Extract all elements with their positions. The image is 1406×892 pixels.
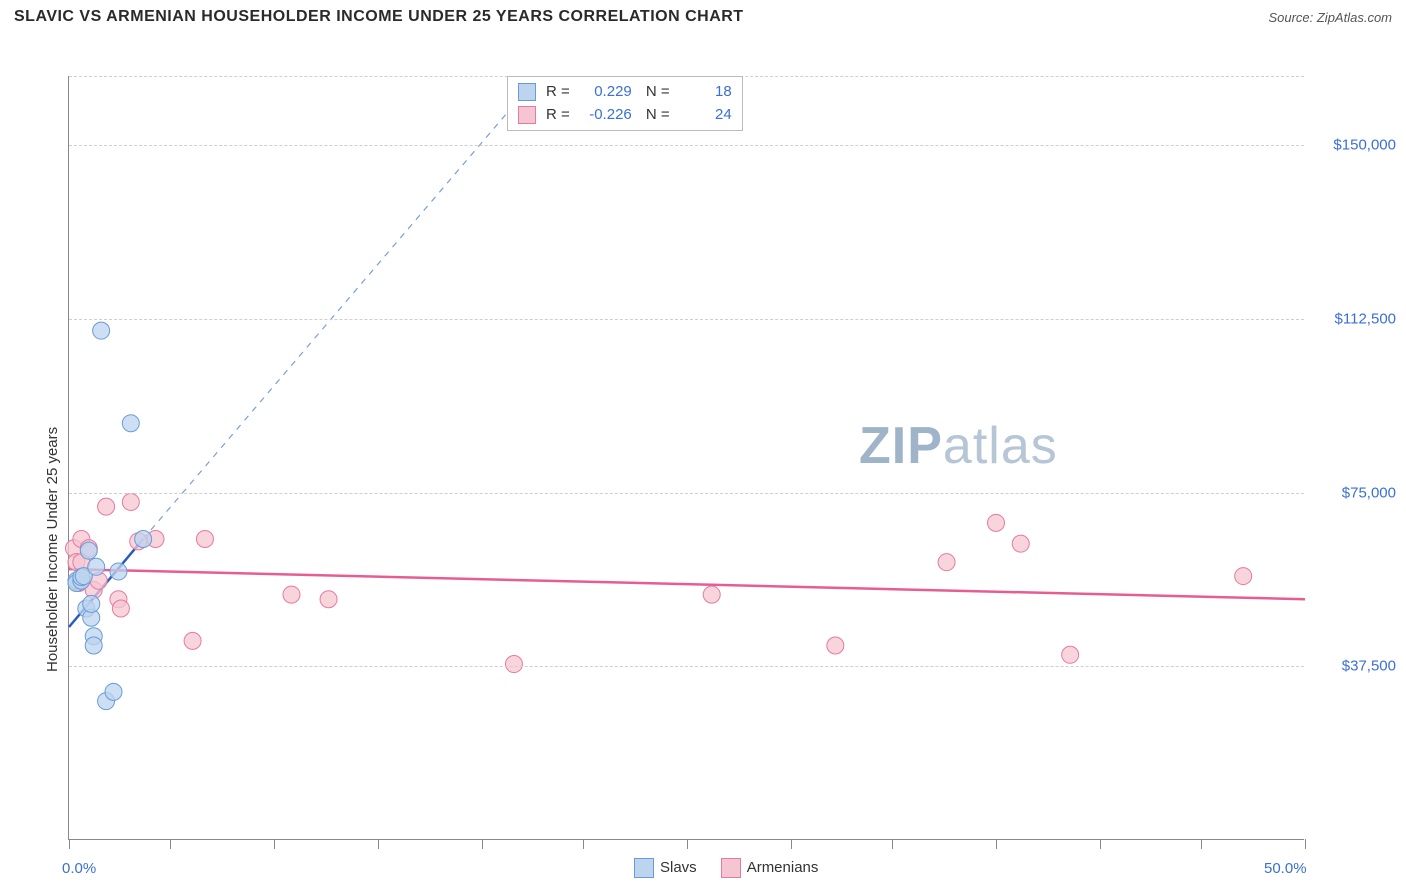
x-tick xyxy=(996,839,997,849)
slavs-n-value: 18 xyxy=(680,81,732,104)
x-tick xyxy=(69,839,70,849)
data-point xyxy=(703,586,720,603)
data-point xyxy=(88,558,105,575)
armenians-r-value: -0.226 xyxy=(580,104,632,127)
y-tick-label: $37,500 xyxy=(1310,658,1396,675)
y-tick-label: $75,000 xyxy=(1310,484,1396,501)
data-point xyxy=(1012,535,1029,552)
data-point xyxy=(135,531,152,548)
armenians-n-value: 24 xyxy=(680,104,732,127)
data-point xyxy=(93,322,110,339)
gridline xyxy=(69,319,1304,320)
gridline xyxy=(69,145,1304,146)
data-point xyxy=(505,656,522,673)
n-label: N = xyxy=(642,81,670,104)
legend: Slavs Armenians xyxy=(634,858,818,878)
data-point xyxy=(827,637,844,654)
data-point xyxy=(112,600,129,617)
trend-line xyxy=(69,569,1305,599)
x-tick xyxy=(791,839,792,849)
x-axis-min-label: 0.0% xyxy=(62,860,96,877)
data-point xyxy=(83,595,100,612)
x-tick xyxy=(170,839,171,849)
data-point xyxy=(98,498,115,515)
y-axis-title: Householder Income Under 25 years xyxy=(44,427,61,672)
data-point xyxy=(320,591,337,608)
stats-row-slavs: R = 0.229 N = 18 xyxy=(518,81,732,104)
r-label: R = xyxy=(546,104,570,127)
correlation-stats-box: R = 0.229 N = 18 R = -0.226 N = 24 xyxy=(507,76,743,131)
swatch-armenians xyxy=(721,858,741,878)
data-point xyxy=(122,493,139,510)
data-point xyxy=(105,683,122,700)
swatch-slavs xyxy=(634,858,654,878)
data-point xyxy=(1235,568,1252,585)
stats-row-armenians: R = -0.226 N = 24 xyxy=(518,104,732,127)
x-axis-max-label: 50.0% xyxy=(1264,860,1307,877)
source-label: Source: ZipAtlas.com xyxy=(1268,10,1392,25)
x-tick xyxy=(482,839,483,849)
plot-area: ZIPatlas R = 0.229 N = 18 R = -0.226 N =… xyxy=(68,76,1304,840)
legend-label-armenians: Armenians xyxy=(747,859,819,876)
swatch-armenians xyxy=(518,106,536,124)
x-tick xyxy=(1100,839,1101,849)
data-point xyxy=(184,632,201,649)
data-point xyxy=(196,531,213,548)
data-point xyxy=(122,415,139,432)
gridline xyxy=(69,493,1304,494)
legend-label-slavs: Slavs xyxy=(660,859,697,876)
n-label: N = xyxy=(642,104,670,127)
data-point xyxy=(938,554,955,571)
data-point xyxy=(283,586,300,603)
gridline xyxy=(69,666,1304,667)
data-point xyxy=(85,637,102,654)
scatter-plot-svg xyxy=(69,76,1305,840)
x-tick xyxy=(378,839,379,849)
data-point xyxy=(988,514,1005,531)
y-tick-label: $112,500 xyxy=(1310,311,1396,328)
x-tick xyxy=(687,839,688,849)
x-tick xyxy=(583,839,584,849)
x-tick xyxy=(274,839,275,849)
swatch-slavs xyxy=(518,83,536,101)
legend-item-armenians: Armenians xyxy=(721,858,819,878)
legend-item-slavs: Slavs xyxy=(634,858,697,878)
y-tick-label: $150,000 xyxy=(1310,137,1396,154)
chart-title: SLAVIC VS ARMENIAN HOUSEHOLDER INCOME UN… xyxy=(14,8,744,26)
r-label: R = xyxy=(546,81,570,104)
x-tick xyxy=(1201,839,1202,849)
data-point xyxy=(1062,646,1079,663)
slavs-r-value: 0.229 xyxy=(580,81,632,104)
data-point xyxy=(80,542,97,559)
x-tick xyxy=(1305,839,1306,849)
data-point xyxy=(110,563,127,580)
x-tick xyxy=(892,839,893,849)
